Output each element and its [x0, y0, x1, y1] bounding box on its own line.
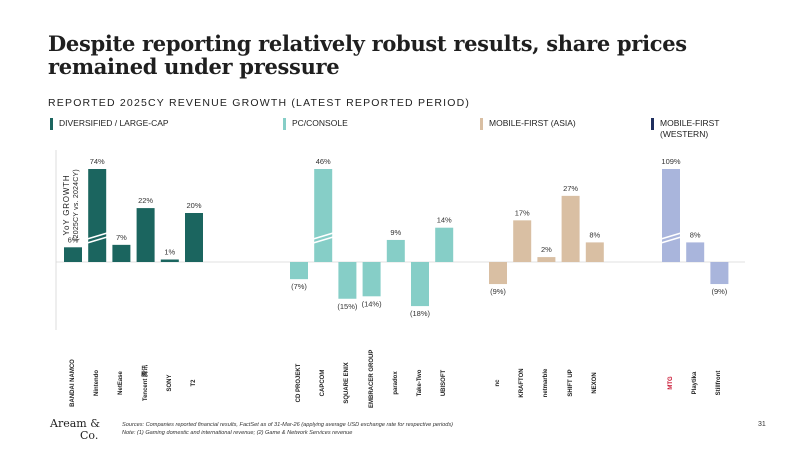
data-label-mtg: 109% — [661, 157, 681, 166]
bar-paradox — [386, 239, 405, 262]
axis-break-mark — [312, 232, 334, 240]
company-logo-bandai-namco: BANDAI NAMCO — [70, 359, 76, 407]
bar-nexon — [585, 242, 604, 262]
legend-label: Mobile-First (Western) — [660, 118, 720, 139]
company-logo-capcom: CAPCOM — [320, 369, 327, 397]
company-logo-tencent: Tencent 腾讯 — [142, 364, 149, 402]
company-logo-ubisoft: UBISOFT — [441, 369, 448, 397]
legend-swatch — [480, 118, 483, 130]
bar-ubisoft — [435, 227, 454, 262]
bar-embracer-group — [362, 262, 381, 297]
data-label-square-enix: (15%) — [337, 302, 358, 311]
notes-line: Note: (1) Gaming domestic and internatio… — [122, 430, 353, 436]
legend-label: Diversified / Large-Cap — [59, 118, 169, 128]
company-logo-take-two: Take-Two — [417, 369, 423, 397]
sources-note: Sources: Companies reported financial re… — [122, 421, 453, 437]
company-logo-cd-projekt: CD PROJEKT — [296, 363, 302, 403]
company-logo-netease: NetEase — [118, 371, 125, 395]
bar-nc — [489, 262, 507, 285]
company-logo-nexon: NEXON — [591, 372, 598, 394]
data-label-take-two: 20% — [186, 201, 201, 210]
data-label-ubisoft: 14% — [437, 216, 452, 225]
company-logo-square-enix: SQUARE ENIX — [344, 362, 351, 404]
legend-item-mobile-western: Mobile-First (Western) — [651, 118, 750, 140]
axis-break-mark — [86, 236, 108, 244]
chart-subtitle: REPORTED 2025CY REVENUE GROWTH (LATEST R… — [48, 97, 471, 109]
bar-take-two — [411, 262, 429, 307]
axis-break-mark — [312, 236, 334, 244]
bar-square-enix — [338, 262, 357, 299]
bar-cd-projekt — [290, 262, 308, 280]
sources-line: Sources: Companies reported financial re… — [122, 422, 454, 428]
legend-item-pc-console: PC/Console — [283, 118, 348, 130]
bar-shift-up — [561, 195, 580, 262]
bar-mtg — [662, 169, 680, 262]
company-logo-nc: nc — [495, 379, 501, 387]
page-title: Despite reporting relatively robust resu… — [48, 31, 687, 79]
legend-label: Mobile-First (Asia) — [489, 118, 576, 128]
bar-tencent — [136, 208, 155, 262]
data-label-nintendo: 74% — [90, 157, 105, 166]
company-logo-nintendo: Nintendo — [94, 370, 101, 396]
company-logo-krafton: KRAFTON — [519, 368, 526, 398]
data-label-playtika: 8% — [690, 230, 701, 239]
data-label-take-two: (18%) — [410, 309, 431, 318]
data-label-nc: (9%) — [490, 287, 506, 296]
legend-swatch — [651, 118, 654, 130]
axis-break-mark — [86, 232, 108, 240]
footer-logo-line2: Co. — [80, 429, 99, 442]
data-label-paradox: 9% — [390, 228, 401, 237]
data-label-netmarble: 2% — [541, 245, 552, 254]
bar-capcom — [314, 169, 333, 262]
axis-break-mark — [660, 236, 682, 244]
footer-logo: Aream & Co. — [50, 418, 100, 442]
axis-break-mark — [660, 232, 682, 240]
company-logo-playtika: Playtika — [692, 371, 699, 395]
legend-item-mobile-asia: Mobile-First (Asia) — [480, 118, 576, 130]
company-logo-shift-up: SHIFT UP — [567, 369, 574, 397]
company-logo-embracer-group: EMBRACER GROUP — [368, 349, 375, 408]
data-label-stillfront: (9%) — [711, 287, 727, 296]
bar-netmarble — [537, 257, 556, 262]
legend-swatch — [50, 118, 53, 130]
company-logo-mtg: MTG — [668, 376, 674, 390]
data-label-bandai-namco: 6% — [68, 235, 79, 244]
company-logo-sony: SONY — [166, 374, 173, 392]
data-label-krafton: 17% — [515, 208, 530, 217]
bar-netease — [112, 244, 131, 262]
company-logo-stillfront: Stillfront — [716, 370, 723, 396]
data-label-shift-up: 27% — [563, 184, 578, 193]
legend-item-diversified: Diversified / Large-Cap — [50, 118, 169, 130]
legend-label: PC/Console — [292, 118, 348, 128]
legend-swatch — [283, 118, 286, 130]
company-logo-paradox: paradox — [392, 371, 399, 395]
bar-bandai-namco — [64, 247, 82, 262]
bar-sony — [160, 259, 179, 262]
bar-krafton — [513, 220, 532, 262]
footer-logo-line1: Aream & — [50, 417, 100, 430]
company-logo-netmarble: netmarble — [543, 368, 550, 398]
data-label-cd-projekt: (7%) — [291, 282, 307, 291]
bar-nintendo — [88, 169, 107, 262]
data-label-tencent: 22% — [138, 196, 153, 205]
page-number: 31 — [758, 421, 766, 428]
company-logo-take-two: T2 — [191, 379, 197, 387]
data-label-netease: 7% — [116, 233, 127, 242]
data-label-sony: 1% — [164, 248, 175, 257]
data-label-capcom: 46% — [316, 157, 331, 166]
bar-stillfront — [710, 262, 729, 285]
data-label-embracer-group: (14%) — [362, 299, 383, 308]
bar-playtika — [686, 242, 705, 262]
data-label-nexon: 8% — [589, 230, 600, 239]
bar-take-two — [185, 213, 203, 262]
